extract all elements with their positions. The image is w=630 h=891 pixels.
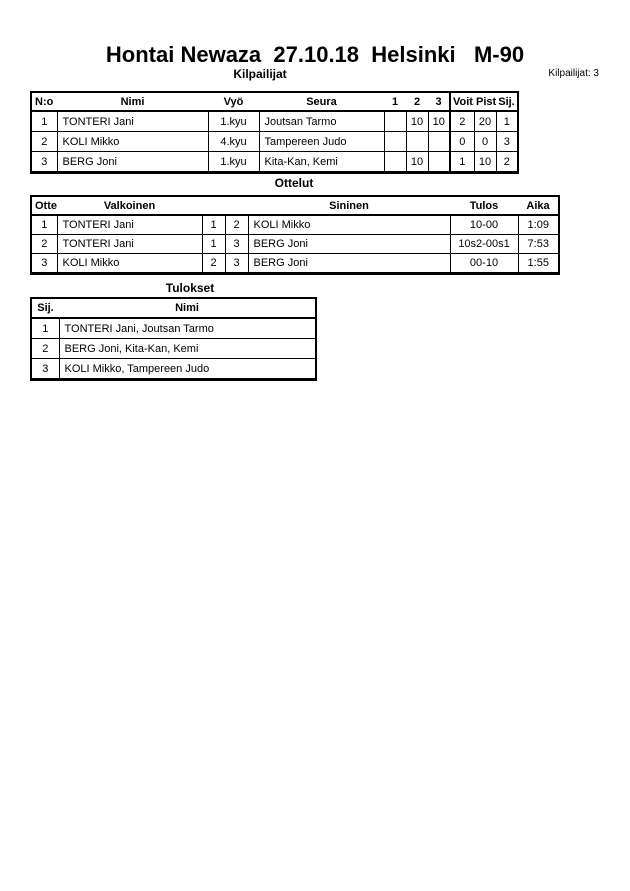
cell-round-2 xyxy=(405,131,429,152)
cell-blue-no: 3 xyxy=(224,253,249,274)
page-title: Hontai Newaza 27.10.18 Helsinki M-90 xyxy=(105,42,525,67)
header-sij: Sij. xyxy=(496,92,518,112)
cell-blue-name: BERG Joni xyxy=(247,253,451,274)
header-sij: Sij. xyxy=(31,298,59,319)
table-row: 2 KOLI Mikko 4.kyu Tampereen Judo 0 0 3 xyxy=(30,131,519,152)
header-round-3: 3 xyxy=(428,92,450,112)
table-row: 3 KOLI Mikko, Tampereen Judo xyxy=(30,358,317,380)
ottelut-table: Ottelu Valkoinen Sininen Tulos Aika 1 TO… xyxy=(30,195,560,275)
cell-result: 10s2-00s1 xyxy=(449,234,519,254)
cell-match-no: 1 xyxy=(30,214,58,235)
header-seura: Seura xyxy=(259,92,384,112)
header-nimi: Nimi xyxy=(59,298,316,319)
cell-voit: 2 xyxy=(449,110,475,132)
cell-no: 3 xyxy=(30,151,58,173)
table-row: 2 BERG Joni, Kita-Kan, Kemi xyxy=(30,338,317,359)
competitor-count-label: Kilpailijat: 3 xyxy=(548,68,599,79)
header-sininen: Sininen xyxy=(248,196,450,216)
table-row: 2 TONTERI Jani 1 3 BERG Joni 10s2-00s1 7… xyxy=(30,234,560,254)
cell-vyo: 1.kyu xyxy=(207,110,260,132)
cell-round-1 xyxy=(383,131,407,152)
cell-time: 1:55 xyxy=(517,253,560,274)
cell-name-club: TONTERI Jani, Joutsan Tarmo xyxy=(58,317,317,339)
cell-voit: 1 xyxy=(449,151,475,173)
header-ottelu: Ottelu xyxy=(31,196,57,216)
cell-round-2: 10 xyxy=(405,151,429,173)
header-nimi: Nimi xyxy=(57,92,208,112)
cell-time: 7:53 xyxy=(517,234,560,254)
tulokset-header-row: Sij. Nimi xyxy=(31,298,316,319)
header-aika: Aika xyxy=(518,196,559,216)
cell-nimi: KOLI Mikko xyxy=(56,131,209,152)
cell-white-name: TONTERI Jani xyxy=(56,214,203,235)
cell-seura: Kita-Kan, Kemi xyxy=(258,151,385,173)
cell-rank: 1 xyxy=(30,317,60,339)
table-row: 3 KOLI Mikko 2 3 BERG Joni 00-10 1:55 xyxy=(30,253,560,274)
section-title-ottelut: Ottelut xyxy=(274,176,314,190)
cell-round-1 xyxy=(383,110,407,132)
cell-nimi: BERG Joni xyxy=(56,151,209,173)
cell-voit: 0 xyxy=(449,131,475,152)
kilpailijat-header-row: N:o Nimi Vyö Seura 1 2 3 Voit. Pist. Sij… xyxy=(31,92,518,112)
section-title-tulokset: Tulokset xyxy=(165,281,215,295)
cell-match-no: 2 xyxy=(30,234,58,254)
cell-time: 1:09 xyxy=(517,214,560,235)
tulokset-table: Sij. Nimi 1 TONTERI Jani, Joutsan Tarmo … xyxy=(30,297,317,381)
cell-white-no: 1 xyxy=(201,214,226,235)
cell-nimi: TONTERI Jani xyxy=(56,110,209,132)
cell-white-no: 1 xyxy=(201,234,226,254)
table-row: 3 BERG Joni 1.kyu Kita-Kan, Kemi 10 1 10… xyxy=(30,151,519,173)
header-pist: Pist. xyxy=(474,92,496,112)
cell-pist: 20 xyxy=(473,110,497,132)
cell-sij: 2 xyxy=(495,151,519,173)
cell-rank: 2 xyxy=(30,338,60,359)
cell-no: 2 xyxy=(30,131,58,152)
cell-white-name: TONTERI Jani xyxy=(56,234,203,254)
cell-white-name: KOLI Mikko xyxy=(56,253,203,274)
cell-seura: Joutsan Tarmo xyxy=(258,110,385,132)
cell-match-no: 3 xyxy=(30,253,58,274)
cell-rank: 3 xyxy=(30,358,60,380)
cell-round-2: 10 xyxy=(405,110,429,132)
cell-blue-no: 2 xyxy=(224,214,249,235)
table-row: 1 TONTERI Jani 1 2 KOLI Mikko 10-00 1:09 xyxy=(30,214,560,235)
cell-seura: Tampereen Judo xyxy=(258,131,385,152)
header-round-2: 2 xyxy=(406,92,428,112)
cell-vyo: 1.kyu xyxy=(207,151,260,173)
cell-pist: 0 xyxy=(473,131,497,152)
header-tulos: Tulos xyxy=(450,196,518,216)
cell-blue-name: BERG Joni xyxy=(247,234,451,254)
cell-name-club: BERG Joni, Kita-Kan, Kemi xyxy=(58,338,317,359)
kilpailijat-table: N:o Nimi Vyö Seura 1 2 3 Voit. Pist. Sij… xyxy=(30,91,519,174)
table-row: 1 TONTERI Jani 1.kyu Joutsan Tarmo 10 10… xyxy=(30,110,519,132)
header-round-1: 1 xyxy=(384,92,406,112)
cell-result: 00-10 xyxy=(449,253,519,274)
section-title-kilpailijat: Kilpailijat xyxy=(233,67,287,81)
cell-round-3: 10 xyxy=(427,110,451,132)
cell-vyo: 4.kyu xyxy=(207,131,260,152)
header-spacer-1 xyxy=(202,196,225,216)
cell-round-3 xyxy=(427,131,451,152)
cell-result: 10-00 xyxy=(449,214,519,235)
ottelut-header-row: Ottelu Valkoinen Sininen Tulos Aika xyxy=(31,196,559,216)
cell-round-3 xyxy=(427,151,451,173)
table-row: 1 TONTERI Jani, Joutsan Tarmo xyxy=(30,317,317,339)
header-valkoinen: Valkoinen xyxy=(57,196,202,216)
cell-no: 1 xyxy=(30,110,58,132)
cell-pist: 10 xyxy=(473,151,497,173)
header-spacer-2 xyxy=(225,196,248,216)
header-no: N:o xyxy=(31,92,57,112)
cell-blue-no: 3 xyxy=(224,234,249,254)
cell-sij: 3 xyxy=(495,131,519,152)
header-voit: Voit. xyxy=(449,92,474,112)
header-vyo: Vyö xyxy=(208,92,259,112)
cell-sij: 1 xyxy=(495,110,519,132)
cell-blue-name: KOLI Mikko xyxy=(247,214,451,235)
cell-name-club: KOLI Mikko, Tampereen Judo xyxy=(58,358,317,380)
cell-white-no: 2 xyxy=(201,253,226,274)
cell-round-1 xyxy=(383,151,407,173)
